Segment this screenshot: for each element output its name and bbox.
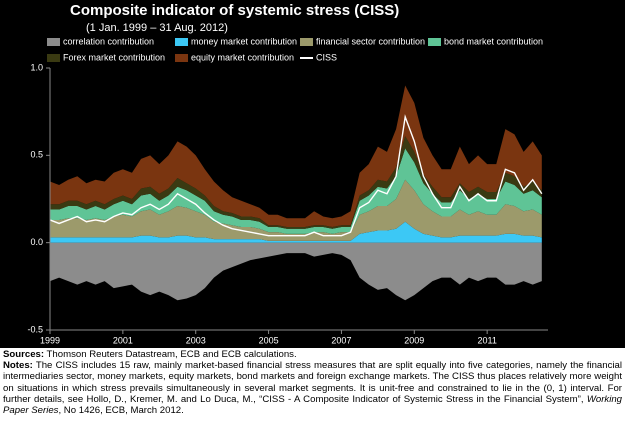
area (50, 242, 542, 301)
legend-swatch (428, 38, 441, 46)
sources-label: Sources: (3, 349, 45, 360)
y-tick-label: 0.0 (30, 237, 43, 247)
legend-label: Forex market contribution (63, 52, 165, 62)
x-tick-label: 2007 (331, 335, 351, 345)
x-tick-label: 2005 (259, 335, 279, 345)
legend-swatch (175, 38, 188, 46)
x-tick-label: 2001 (113, 335, 133, 345)
legend-swatch (47, 38, 60, 46)
notes-label: Notes: (3, 360, 33, 372)
legend-swatch (47, 54, 60, 62)
legend-label: bond market contribution (444, 36, 543, 46)
area (50, 221, 542, 243)
x-tick-label: 2003 (186, 335, 206, 345)
legend-label: financial sector contribution (316, 36, 425, 46)
area (50, 85, 542, 227)
chart: Composite indicator of systemic stress (… (0, 0, 625, 348)
notes-italic: Working Paper Series (3, 393, 622, 417)
footnote: Sources: Thomson Reuters Datastream, ECB… (3, 349, 622, 416)
x-tick-label: 2009 (404, 335, 424, 345)
legend-swatch (175, 54, 188, 62)
notes-text: , No 1426, ECB, March 2012. (58, 405, 184, 417)
y-tick-label: 1.0 (30, 62, 43, 72)
sources-text: Thomson Reuters Datastream, ECB and ECB … (44, 349, 297, 360)
chart-title: Composite indicator of systemic stress (… (70, 2, 399, 19)
notes: Notes: The CISS includes 15 raw, mainly … (3, 360, 622, 416)
x-tick-label: 2011 (477, 335, 496, 345)
legend-label: money market contribution (191, 36, 297, 46)
area (50, 179, 542, 241)
sources: Sources: Thomson Reuters Datastream, ECB… (3, 349, 622, 360)
chart-subtitle: (1 Jan. 1999 – 31 Aug. 2012) (86, 22, 228, 34)
x-tick-label: 1999 (40, 335, 60, 345)
legend-swatch (300, 38, 313, 46)
ciss-line (49, 114, 543, 237)
legend-label: CISS (316, 52, 337, 62)
y-tick-label: 0.5 (30, 150, 43, 160)
legend-label: equity market contribution (191, 52, 294, 62)
legend-label: correlation contribution (63, 36, 154, 46)
y-tick-label: -0.5 (27, 324, 43, 334)
notes-text: The CISS includes 15 raw, mainly market-… (3, 360, 622, 405)
